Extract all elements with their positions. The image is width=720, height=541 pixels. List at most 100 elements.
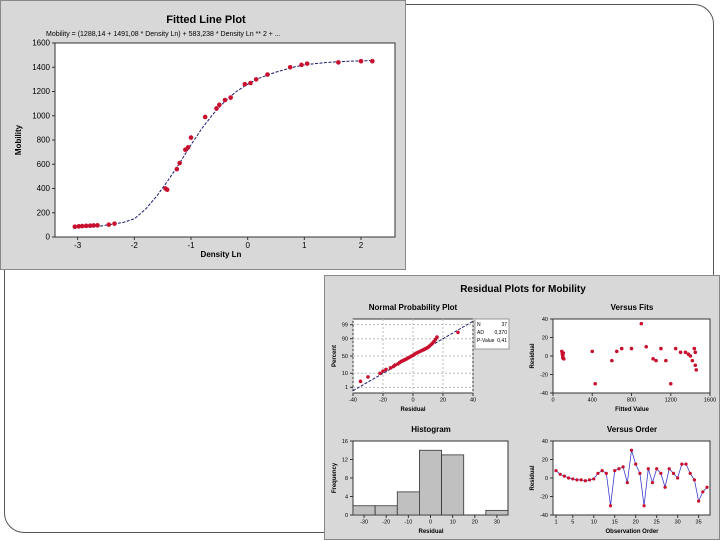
versus-fits-ylabel: Residual bbox=[530, 343, 536, 368]
normal-plot-stat-label: N bbox=[477, 322, 481, 328]
versus-fits-point bbox=[654, 358, 658, 363]
versus-fits-point bbox=[644, 344, 649, 349]
histogram-ytick-label: 12 bbox=[342, 457, 348, 463]
fitted-data-point bbox=[217, 102, 222, 108]
versus-order-point bbox=[655, 467, 659, 471]
fitted-xtick-label: 0 bbox=[245, 241, 250, 250]
fitted-data-point bbox=[87, 223, 93, 229]
versus-order-xtick-label: 15 bbox=[612, 520, 618, 526]
fitted-data-point bbox=[83, 223, 89, 229]
versus-order-point bbox=[596, 471, 600, 475]
versus-order-point bbox=[554, 469, 558, 473]
residual-plots-panel: Residual Plots for Mobility -40 -20 0 20 40 1… bbox=[324, 275, 720, 540]
fitted-xtick-label: 1 bbox=[302, 241, 307, 250]
fitted-line-plot-panel: -3 -2 -1 0 1 2 0 200 400 600 800 1000 1200 1400 1600 F… bbox=[0, 0, 406, 270]
versus-fits-point bbox=[683, 350, 688, 355]
normal-plot-point bbox=[358, 379, 363, 384]
versus-order-ytick-label: -40 bbox=[540, 513, 548, 519]
versus-fits-point bbox=[610, 358, 614, 363]
normal-xtick-label: -40 bbox=[349, 398, 357, 404]
versus-order-point bbox=[680, 462, 684, 466]
normal-xtick-label: 40 bbox=[470, 398, 476, 404]
versus-fits-point bbox=[693, 363, 698, 368]
histogram-bar bbox=[352, 505, 376, 516]
fitted-data-point bbox=[79, 223, 85, 229]
fitted-data-point bbox=[287, 64, 293, 70]
fitted-data-point bbox=[358, 58, 364, 64]
versus-order-xtick-label: 30 bbox=[675, 520, 681, 526]
residual-panel-title: Residual Plots for Mobility bbox=[460, 284, 586, 295]
versus-order-point bbox=[671, 471, 676, 475]
normal-plot-title: Normal Probability Plot bbox=[369, 303, 458, 312]
histogram-xtick-label: -30 bbox=[360, 520, 368, 526]
normal-plot-point bbox=[388, 366, 393, 370]
fitted-ytick-label: 1200 bbox=[32, 87, 50, 96]
normal-plot-stat-label: P-Value bbox=[477, 338, 495, 344]
versus-order-ytick-label: -20 bbox=[540, 494, 548, 500]
versus-order-point bbox=[575, 478, 579, 482]
versus-fits-ytick-label: -20 bbox=[540, 372, 548, 378]
versus-order-point bbox=[638, 471, 642, 475]
versus-fits-point bbox=[690, 358, 695, 363]
normal-plot-point bbox=[381, 369, 385, 373]
fitted-regression-line bbox=[77, 60, 373, 228]
fitted-xtick-label: 2 bbox=[359, 241, 364, 250]
fitted-plot-equation: Mobility = (1288,14 + 1491,08 * Density … bbox=[46, 31, 281, 38]
fitted-line-plot-svg: -3 -2 -1 0 1 2 0 200 400 600 800 1000 1200 1400 1600 F… bbox=[14, 14, 396, 259]
versus-fits-xtick-label: 1200 bbox=[665, 398, 677, 404]
fitted-plot-ylabel: Mobility bbox=[14, 124, 23, 155]
fitted-plot-xlabel: Density Ln bbox=[201, 250, 242, 259]
versus-fits-point bbox=[694, 368, 699, 372]
fitted-ytick-label: 800 bbox=[37, 136, 51, 145]
versus-fits-point bbox=[693, 350, 698, 355]
fitted-xtick-label: -2 bbox=[131, 241, 139, 250]
histogram-xtick-label: -20 bbox=[382, 520, 390, 526]
fitted-ytick-label: 200 bbox=[37, 208, 51, 217]
fitted-data-point bbox=[72, 224, 78, 229]
versus-order-ytick-label: 20 bbox=[542, 457, 548, 463]
versus-order-xlabel: Observation Order bbox=[605, 529, 659, 535]
versus-order-xtick-label: 20 bbox=[633, 520, 639, 526]
fitted-data-point bbox=[253, 77, 259, 82]
versus-order-xtick-label: 25 bbox=[654, 520, 660, 526]
versus-fits-point bbox=[629, 346, 634, 351]
versus-fits-point bbox=[664, 358, 668, 363]
normal-plot-stats-box bbox=[474, 318, 510, 350]
versus-order-point bbox=[600, 469, 604, 473]
versus-fits-plot-area bbox=[552, 318, 711, 394]
versus-fits-point bbox=[651, 356, 655, 361]
normal-plot-point bbox=[456, 330, 460, 335]
histogram-xtick-label: -10 bbox=[404, 520, 412, 526]
fitted-ytick-label: 0 bbox=[46, 233, 51, 242]
versus-order-point bbox=[613, 469, 617, 473]
versus-fits-point bbox=[639, 321, 644, 326]
normal-plot-xlabel: Residual bbox=[400, 407, 425, 413]
versus-order-point bbox=[676, 476, 680, 480]
histogram-ytick-label: 4 bbox=[345, 494, 348, 500]
versus-fits-xtick-label: 400 bbox=[588, 398, 597, 404]
normal-xtick-label: 0 bbox=[411, 398, 414, 404]
fitted-data-point bbox=[265, 72, 270, 77]
fitted-plot-title: Fitted Line Plot bbox=[166, 14, 246, 26]
versus-order-point bbox=[692, 478, 697, 482]
histogram-bar bbox=[441, 454, 465, 516]
versus-fits-point bbox=[590, 349, 595, 354]
normal-plot-point bbox=[393, 363, 397, 367]
normal-ytick-label: 10 bbox=[342, 371, 348, 377]
versus-order-point bbox=[650, 481, 655, 485]
fitted-data-point bbox=[304, 61, 310, 66]
versus-fits-point bbox=[659, 346, 663, 351]
fitted-plot-area bbox=[54, 42, 396, 238]
versus-order-point bbox=[642, 504, 646, 508]
versus-order-point bbox=[646, 467, 650, 471]
versus-fits-point bbox=[614, 349, 619, 354]
fitted-ytick-label: 1400 bbox=[32, 63, 50, 72]
versus-fits-point bbox=[593, 381, 597, 386]
fitted-data-point bbox=[228, 95, 233, 100]
fitted-data-point bbox=[370, 58, 375, 64]
histogram-bar bbox=[485, 509, 509, 516]
histogram-bar bbox=[374, 505, 398, 516]
versus-order-xtick-label: 35 bbox=[696, 520, 702, 526]
versus-order-point bbox=[621, 465, 625, 469]
fitted-xtick-label: -1 bbox=[187, 241, 195, 250]
